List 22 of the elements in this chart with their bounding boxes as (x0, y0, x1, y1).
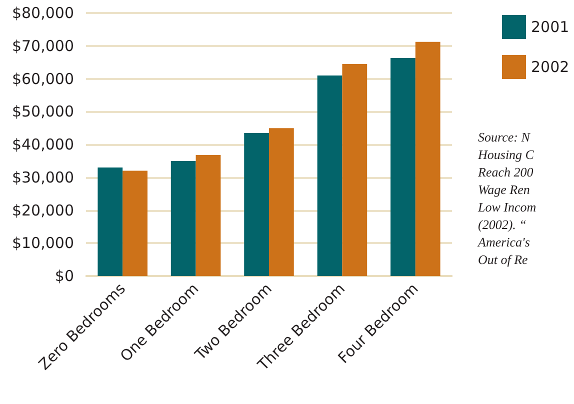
y-tick-label: $10,000 (12, 234, 74, 252)
y-tick-label: $20,000 (12, 201, 74, 220)
bar (122, 170, 148, 276)
bar (98, 168, 123, 276)
y-tick-label: $50,000 (12, 102, 74, 121)
legend-label: 2002 (531, 58, 570, 76)
bar (244, 132, 269, 276)
bar (415, 42, 440, 276)
y-tick-label: $70,000 (12, 36, 74, 55)
y-tick-label: $30,000 (12, 168, 74, 186)
bar (196, 155, 221, 276)
y-tick-label: $80,000 (12, 4, 74, 22)
legend-label: 2001 (531, 18, 570, 36)
bar (269, 128, 294, 276)
y-tick-label: $40,000 (12, 136, 74, 154)
bar (317, 75, 342, 276)
source-note: Source: N Housing C Reach 200 Wage Ren Low Incom (2002). “ America's Out of Re (477, 129, 536, 267)
bar (342, 64, 368, 276)
bar (170, 160, 196, 276)
bar (390, 58, 416, 276)
y-tick-label: $60,000 (12, 70, 74, 88)
y-tick-label: $0 (54, 267, 74, 285)
